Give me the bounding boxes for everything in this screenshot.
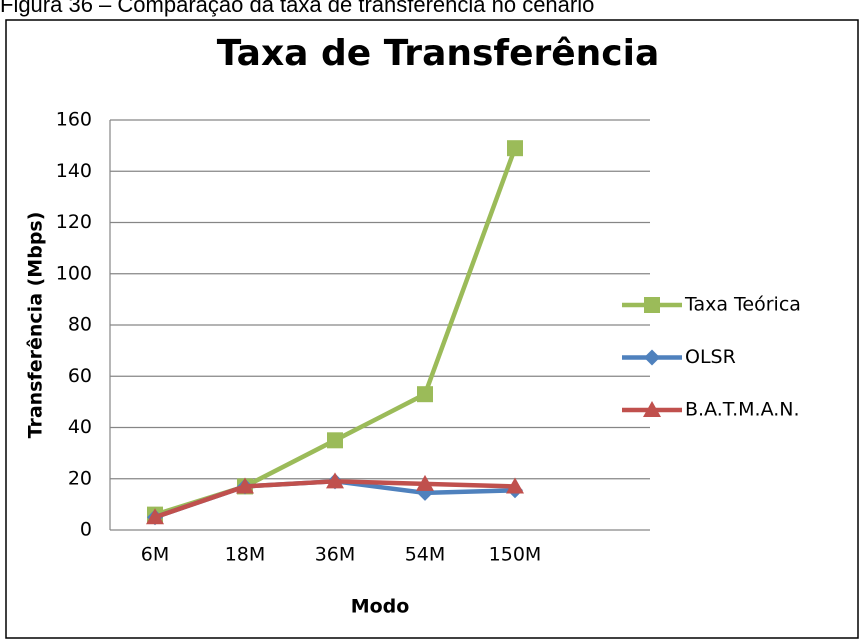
x-tick-label: 18M bbox=[225, 544, 266, 566]
x-tick-label: 54M bbox=[405, 544, 446, 566]
marker bbox=[146, 508, 164, 525]
marker bbox=[327, 432, 343, 449]
x-tick-label: 150M bbox=[489, 544, 542, 566]
y-tick-label: 20 bbox=[68, 467, 92, 489]
y-tick-label: 120 bbox=[56, 211, 92, 233]
marker bbox=[643, 401, 661, 417]
legend-label: B.A.T.M.A.N. bbox=[685, 399, 800, 421]
marker bbox=[416, 474, 434, 491]
y-tick-label: 40 bbox=[68, 416, 92, 438]
x-tick-label: 36M bbox=[315, 544, 356, 566]
marker bbox=[644, 349, 660, 366]
y-tick-label: 100 bbox=[56, 262, 92, 284]
chart-title: Taxa de Transferência bbox=[217, 33, 660, 74]
marker bbox=[236, 477, 254, 494]
legend-label: Taxa Teórica bbox=[684, 294, 801, 316]
marker bbox=[644, 297, 660, 313]
y-tick-label: 160 bbox=[56, 109, 92, 131]
legend-label: OLSR bbox=[685, 346, 736, 368]
caption: Figura 36 – Comparação da taxa de transf… bbox=[0, 0, 594, 17]
y-axis-label: Transferência (Mbps) bbox=[25, 212, 47, 439]
marker bbox=[507, 140, 523, 157]
y-tick-label: 140 bbox=[56, 160, 92, 182]
y-tick-label: 80 bbox=[68, 314, 92, 336]
marker bbox=[506, 477, 524, 494]
y-tick-label: 0 bbox=[80, 519, 92, 541]
chart-border bbox=[5, 19, 859, 639]
y-tick-label: 60 bbox=[68, 365, 92, 387]
marker bbox=[326, 472, 344, 489]
marker bbox=[417, 386, 433, 403]
x-tick-label: 6M bbox=[141, 544, 169, 566]
x-axis-label: Modo bbox=[351, 596, 410, 618]
